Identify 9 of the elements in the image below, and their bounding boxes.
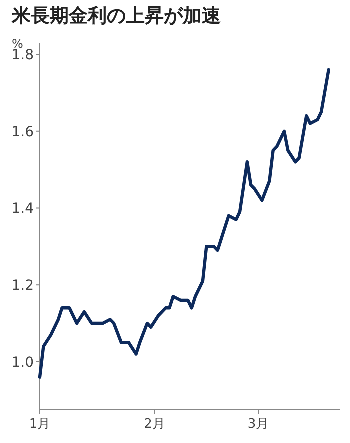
- x-tick-label: 1月: [29, 417, 51, 432]
- y-tick-label: 1.8: [12, 48, 34, 64]
- y-tick-label: 1.2: [12, 278, 34, 294]
- y-tick-label: 1.6: [12, 124, 34, 140]
- x-tick-label: 2月: [144, 417, 166, 432]
- x-tick-label: 3月: [248, 417, 270, 432]
- chart-title: 米長期金利の上昇が加速: [11, 5, 221, 27]
- y-tick-label: 1.0: [12, 354, 34, 371]
- y-tick-label: 1.4: [12, 201, 34, 218]
